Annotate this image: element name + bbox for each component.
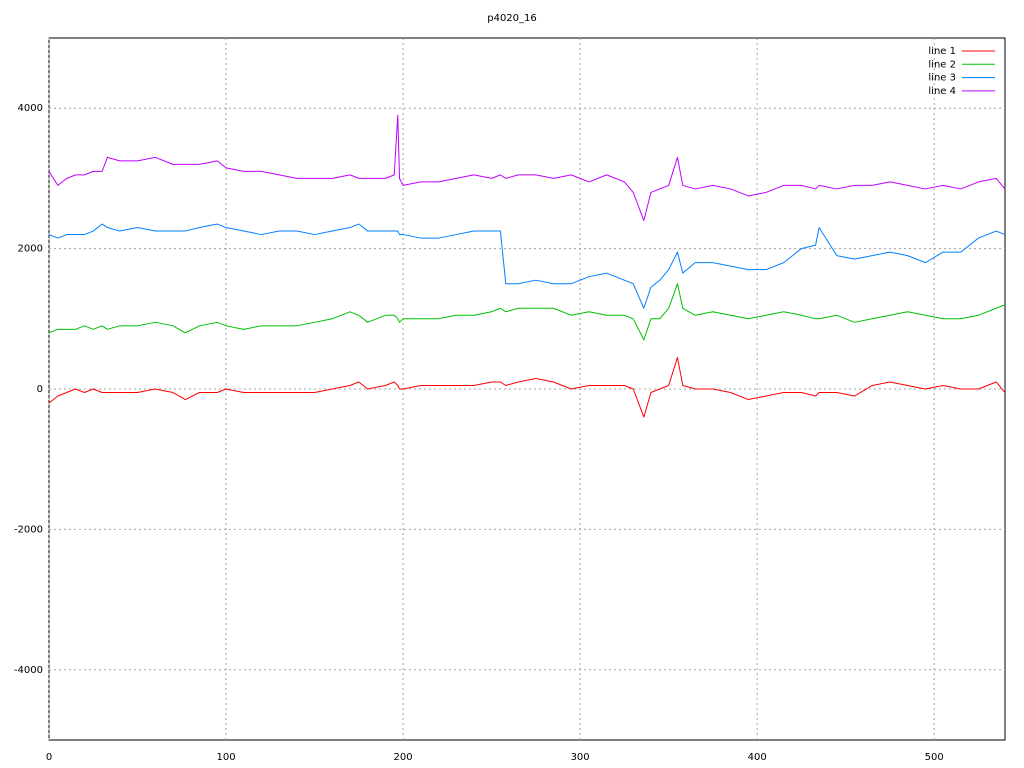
y-tick-label: -2000 <box>14 524 43 535</box>
plot-frame <box>48 37 1006 741</box>
y-tick-label: -4000 <box>14 665 43 676</box>
series-line <box>48 114 1006 222</box>
x-tick-label: 400 <box>748 752 767 763</box>
y-tick-label: 4000 <box>18 103 43 114</box>
legend-label: line 3 <box>928 73 956 84</box>
legend-label: line 4 <box>928 86 956 97</box>
y-tick-label: 2000 <box>18 244 43 255</box>
series-line <box>48 356 1006 418</box>
x-tick-label: 200 <box>394 752 413 763</box>
x-tick-label: 0 <box>46 752 52 763</box>
legend-label: line 1 <box>928 46 956 57</box>
y-tick-label: 0 <box>37 384 43 395</box>
legend-label: line 2 <box>928 59 956 70</box>
x-tick-label: 300 <box>571 752 590 763</box>
series-line <box>48 283 1006 341</box>
x-tick-label: 100 <box>216 752 235 763</box>
x-tick-label: 500 <box>925 752 944 763</box>
series-line <box>48 223 1006 309</box>
chart-title: p4020_16 <box>487 13 537 24</box>
